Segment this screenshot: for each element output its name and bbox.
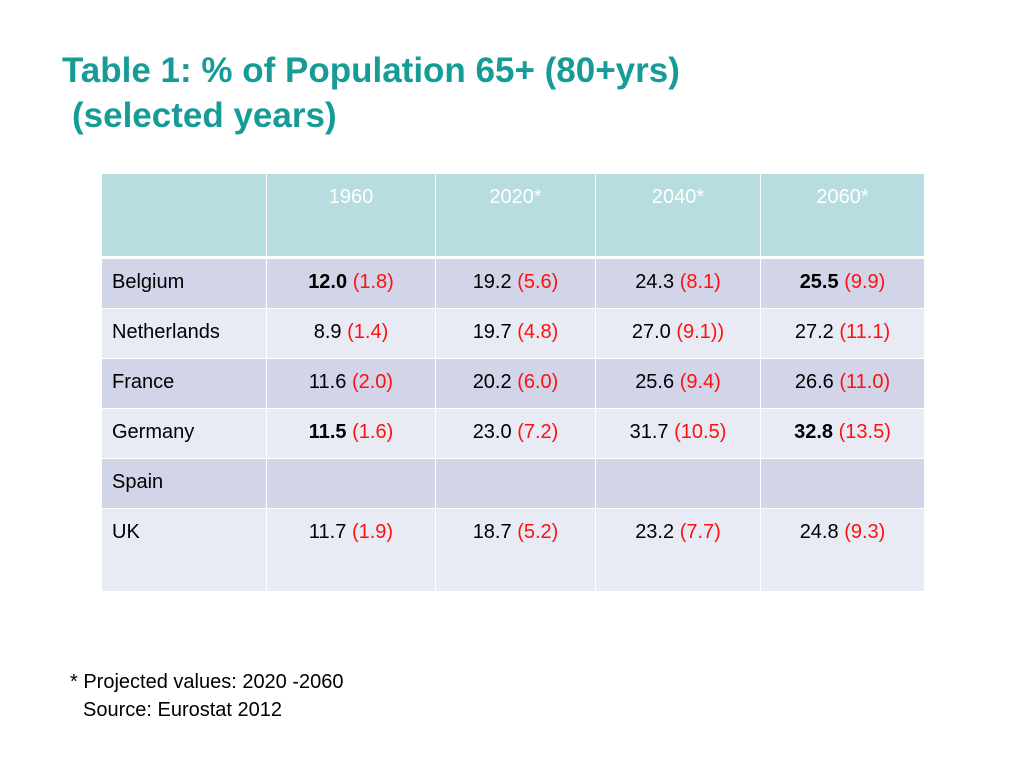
value-65plus: 27.0 — [631, 321, 671, 343]
value-cell: 8.9 (1.4) — [266, 308, 436, 359]
table-row: UK 11.7 (1.9) 18.7 (5.2) 23.2 (7.7) 24.8 (9.… — [101, 508, 925, 592]
source-note: Source: Eurostat 2012 — [83, 699, 283, 721]
title-line-2: (selected years) — [72, 96, 337, 135]
country-cell: Germany — [101, 408, 267, 459]
value-65plus: 11.6 — [308, 371, 347, 393]
value-cell — [266, 458, 436, 509]
value-65plus: 8.9 — [313, 321, 342, 343]
value-65plus: 18.7 — [472, 521, 512, 543]
value-80plus: (9.9) — [844, 271, 886, 293]
value-cell: 11.6 (2.0) — [266, 358, 436, 409]
footnote: * Projected values: 2020 -2060 Source: E… — [70, 668, 344, 724]
projected-note: * Projected values: 2020 -2060 — [70, 671, 344, 693]
value-65plus: 11.5 — [308, 421, 347, 443]
value-cell: 24.3 (8.1) — [595, 257, 761, 309]
value-80plus: (2.0) — [351, 371, 394, 393]
header-cell-2060: 2060* — [760, 173, 925, 259]
header-cell-country — [101, 173, 267, 259]
title-line-1: Table 1: % of Population 65+ (80+yrs) — [62, 51, 680, 90]
value-cell: 23.0 (7.2) — [435, 408, 596, 459]
value-cell: 19.2 (5.6) — [435, 257, 596, 309]
table-header-row: 1960 2020* 2040* 2060* — [101, 173, 925, 259]
value-65plus: 19.7 — [472, 321, 512, 343]
value-80plus: (13.5) — [838, 421, 891, 443]
header-cell-2020: 2020* — [435, 173, 596, 259]
country-cell: France — [101, 358, 267, 409]
value-cell: 19.7 (4.8) — [435, 308, 596, 359]
value-80plus: (7.7) — [679, 521, 721, 543]
value-80plus: (5.6) — [517, 271, 559, 293]
value-80plus: (6.0) — [517, 371, 559, 393]
country-cell: Spain — [101, 458, 267, 509]
value-80plus: (9.3) — [844, 521, 886, 543]
value-65plus: 11.7 — [308, 521, 347, 543]
value-65plus: 24.8 — [799, 521, 839, 543]
table-row: France 11.6 (2.0) 20.2 (6.0) 25.6 (9.4) 26.6… — [101, 358, 925, 409]
value-cell: 11.5 (1.6) — [266, 408, 436, 459]
table-row: Germany 11.5 (1.6) 23.0 (7.2) 31.7 (10.5) 32… — [101, 408, 925, 459]
value-65plus: 23.2 — [635, 521, 675, 543]
value-cell: 27.0 (9.1)) — [595, 308, 761, 359]
value-80plus: (1.8) — [352, 271, 394, 293]
value-80plus: (5.2) — [517, 521, 559, 543]
value-cell: 26.6 (11.0) — [760, 358, 925, 409]
value-65plus: 31.7 — [629, 421, 669, 443]
value-80plus: (11.0) — [839, 371, 891, 393]
value-cell — [435, 458, 596, 509]
value-cell: 20.2 (6.0) — [435, 358, 596, 409]
value-65plus: 23.0 — [472, 421, 512, 443]
value-65plus: 19.2 — [472, 271, 512, 293]
slide-title: Table 1: % of Population 65+ (80+yrs) (s… — [62, 48, 680, 138]
value-cell: 25.5 (9.9) — [760, 257, 925, 309]
value-80plus: (4.8) — [517, 321, 559, 343]
value-cell: 12.0 (1.8) — [266, 257, 436, 309]
value-cell: 11.7 (1.9) — [266, 508, 436, 592]
value-cell: 25.6 (9.4) — [595, 358, 761, 409]
value-65plus: 25.5 — [799, 271, 839, 293]
value-cell: 24.8 (9.3) — [760, 508, 925, 592]
table-row: Belgium 12.0 (1.8) 19.2 (5.6) 24.3 (8.1) 25.… — [101, 257, 925, 309]
table-body: Belgium 12.0 (1.8) 19.2 (5.6) 24.3 (8.1) 25.… — [101, 257, 925, 592]
value-cell: 18.7 (5.2) — [435, 508, 596, 592]
value-cell: 31.7 (10.5) — [595, 408, 761, 459]
value-80plus: (7.2) — [517, 421, 559, 443]
value-80plus: (8.1) — [679, 271, 721, 293]
header-cell-1960: 1960 — [266, 173, 436, 259]
value-80plus: (1.9) — [351, 521, 394, 543]
value-cell — [760, 458, 925, 509]
value-cell — [595, 458, 761, 509]
population-table: 1960 2020* 2040* 2060* Belgium 12.0 (1.8)… — [101, 173, 925, 592]
value-65plus: 24.3 — [635, 271, 675, 293]
country-cell: UK — [101, 508, 267, 592]
value-65plus: 12.0 — [308, 271, 348, 293]
value-65plus: 25.6 — [635, 371, 675, 393]
value-cell: 32.8 (13.5) — [760, 408, 925, 459]
value-65plus: 20.2 — [472, 371, 512, 393]
value-65plus: 27.2 — [794, 321, 834, 343]
table-row: Spain — [101, 458, 925, 509]
country-cell: Netherlands — [101, 308, 267, 359]
value-cell: 23.2 (7.7) — [595, 508, 761, 592]
header-cell-2040: 2040* — [595, 173, 761, 259]
value-cell: 27.2 (11.1) — [760, 308, 925, 359]
value-80plus: (11.1) — [839, 321, 891, 343]
value-80plus: (9.4) — [679, 371, 721, 393]
table-row: Netherlands 8.9 (1.4) 19.7 (4.8) 27.0 (9.1)… — [101, 308, 925, 359]
value-80plus: (1.4) — [347, 321, 389, 343]
value-65plus: 32.8 — [794, 421, 834, 443]
value-65plus: 26.6 — [794, 371, 834, 393]
value-80plus: (10.5) — [674, 421, 727, 443]
value-80plus: (9.1)) — [676, 321, 725, 343]
value-80plus: (1.6) — [352, 421, 394, 443]
country-cell: Belgium — [101, 257, 267, 309]
